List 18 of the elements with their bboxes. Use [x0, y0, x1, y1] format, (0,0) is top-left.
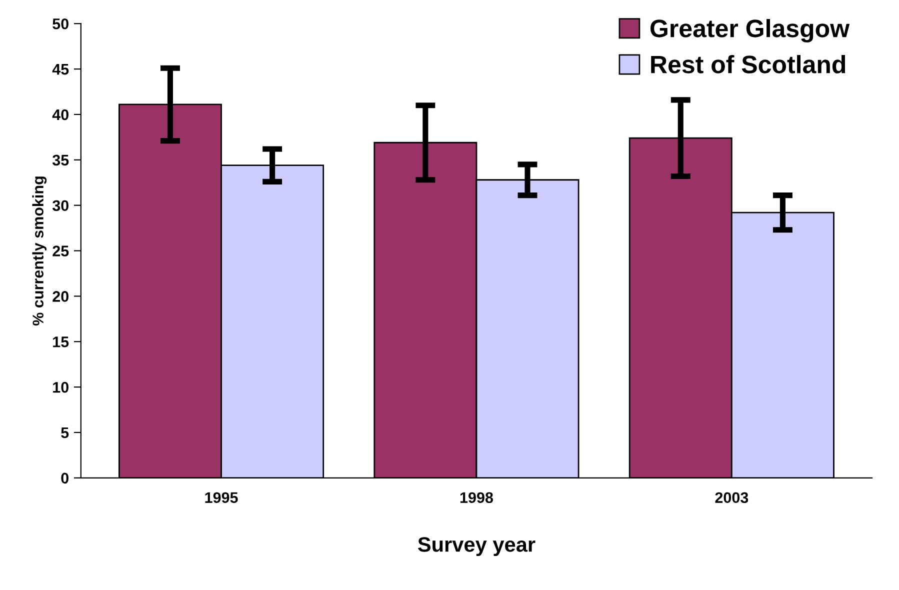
- x-tick-label: 2003: [715, 492, 748, 504]
- y-tick-label: 15: [53, 336, 69, 348]
- x-tick-label: 1998: [460, 492, 493, 504]
- x-tick-label: 1995: [205, 492, 238, 504]
- y-tick-label: 25: [52, 246, 69, 256]
- y-tick-label: 20: [52, 291, 68, 302]
- legend-label: Rest of Scotland: [651, 55, 846, 74]
- legend-label: Greater Glasgow: [650, 18, 850, 42]
- y-tick-label: 35: [52, 154, 69, 166]
- y-tick-label: 45: [52, 64, 69, 75]
- y-tick-label: 5: [61, 427, 69, 438]
- y-tick-label: 50: [52, 18, 68, 30]
- y-tick-label: 40: [52, 109, 68, 120]
- y-tick-label: 0: [61, 472, 68, 484]
- x-axis-title: Survey year: [418, 537, 536, 556]
- y-axis-title: % currently smoking: [32, 176, 47, 326]
- y-tick-label: 10: [53, 382, 68, 393]
- y-tick-label: 30: [52, 200, 68, 212]
